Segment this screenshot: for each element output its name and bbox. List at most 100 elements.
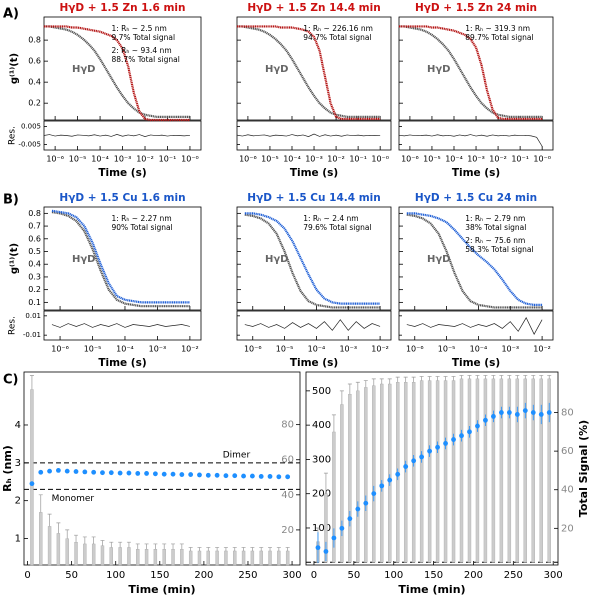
x-tick-label: 10⁻⁶: [401, 155, 419, 164]
bar: [285, 550, 290, 566]
annotation: 90% Total signal: [112, 223, 173, 232]
y-axis-label: g⁽¹⁾(t): [9, 243, 20, 274]
y-tick-label: 0.5: [28, 247, 41, 256]
bar: [100, 545, 105, 566]
x-tick-label: 10⁻⁵: [261, 155, 279, 164]
chart-title: HγD + 1.5 Cu 1.6 min: [59, 192, 185, 204]
point: [179, 472, 185, 477]
error-bar: [523, 375, 528, 379]
error-bar: [531, 375, 536, 379]
bar: [443, 380, 448, 563]
y-tick-label: 500: [312, 386, 331, 397]
x-tick-label: 10⁻⁵: [438, 345, 456, 354]
x-tick-label: 200: [194, 570, 213, 581]
residual-y-tick-label: 0.01: [25, 312, 41, 320]
error-bar: [499, 375, 504, 379]
annotation: 9.7% Total signal: [112, 33, 176, 42]
bar: [56, 533, 61, 566]
point: [355, 506, 361, 512]
point: [223, 473, 229, 479]
x-axis-label: Time (min): [128, 583, 195, 596]
chart-title: HγD + 1.5 Zn 24 min: [415, 2, 537, 14]
bar: [451, 380, 456, 563]
x-tick-label: 50: [65, 570, 78, 581]
point: [403, 464, 409, 469]
x-tick-label: 10⁻⁴: [470, 345, 488, 354]
annotation: 1: Rₕ ~ 226.16 nm: [303, 24, 373, 33]
bar: [109, 547, 113, 566]
annotation: 1: Rₕ ~ 2.5 nm: [112, 24, 167, 33]
y2-axis-label: Total Signal (%): [577, 420, 590, 517]
residual-frame: [398, 310, 554, 341]
point: [363, 500, 369, 506]
annotation: 2: Rₕ ~ 75.6 nm: [465, 236, 525, 245]
bar: [241, 550, 246, 566]
x-tick-label: 10⁻⁶: [244, 345, 262, 354]
error-bar: [411, 376, 416, 383]
error-bar: [475, 375, 480, 379]
residual-y-tick-label: -0.005: [18, 141, 41, 149]
point: [427, 448, 433, 454]
annotation: 1: Rₕ ~ 2.27 nm: [112, 214, 172, 223]
bar: [144, 549, 149, 566]
x-tick-label: 10⁻⁶: [51, 345, 69, 354]
annotation: 2: Rₕ ~ 93.4 nm: [112, 46, 172, 55]
point: [267, 474, 273, 479]
x-tick-label: 50: [347, 570, 360, 581]
x-tick-label: 10⁻²: [327, 155, 345, 164]
bar: [491, 378, 496, 563]
bar: [467, 378, 472, 563]
x-tick-label: 150: [424, 570, 443, 581]
residual-y-tick-label: 0.005: [21, 122, 41, 130]
x-tick-label: 10⁻⁶: [46, 155, 64, 164]
bar: [340, 404, 344, 563]
point: [387, 477, 393, 483]
annotation: 89.7% Total signal: [465, 33, 533, 42]
point: [498, 410, 504, 415]
x-tick-label: 300: [283, 570, 302, 581]
bar: [507, 378, 512, 563]
residual-y-tick-label: -0.01: [23, 331, 41, 339]
point: [395, 471, 401, 477]
point: [100, 470, 105, 476]
error-bar: [135, 543, 140, 550]
bar: [74, 541, 78, 566]
series-line: [236, 25, 381, 118]
error-bar: [427, 376, 432, 381]
y-tick-label: 0.4: [28, 78, 41, 87]
x-tick-label: 10⁻¹: [349, 155, 367, 164]
y-tick-label: 0.6: [28, 234, 41, 243]
x-tick-label: 100: [384, 570, 403, 581]
bar: [83, 543, 87, 566]
point: [475, 423, 480, 429]
y-tick-label: 4: [15, 420, 21, 431]
bar: [162, 549, 166, 566]
error-bar: [118, 541, 123, 548]
error-bar: [379, 378, 384, 384]
point: [205, 472, 211, 478]
chart-title: HγD + 1.5 Zn 1.6 min: [59, 2, 185, 14]
point: [108, 470, 114, 476]
point: [546, 410, 552, 415]
series-line: [244, 212, 381, 305]
x-tick-label: 10⁻³: [149, 345, 167, 354]
bar: [136, 549, 140, 566]
point: [55, 467, 61, 473]
point: [144, 471, 149, 476]
bar: [380, 383, 384, 563]
series-line: [43, 25, 190, 118]
plot-frame: [398, 206, 554, 311]
bar: [348, 394, 352, 563]
bar: [30, 389, 34, 566]
point: [232, 473, 238, 479]
point: [371, 491, 377, 496]
residual-frame: [43, 310, 202, 341]
bar: [388, 383, 392, 563]
error-bar: [38, 494, 43, 513]
bar: [127, 547, 131, 566]
point: [522, 408, 528, 413]
bar: [118, 547, 122, 566]
error-bar: [144, 543, 149, 550]
x-tick-label: 10⁻⁴: [283, 155, 301, 164]
x-tick-label: 10⁻⁵: [69, 155, 87, 164]
